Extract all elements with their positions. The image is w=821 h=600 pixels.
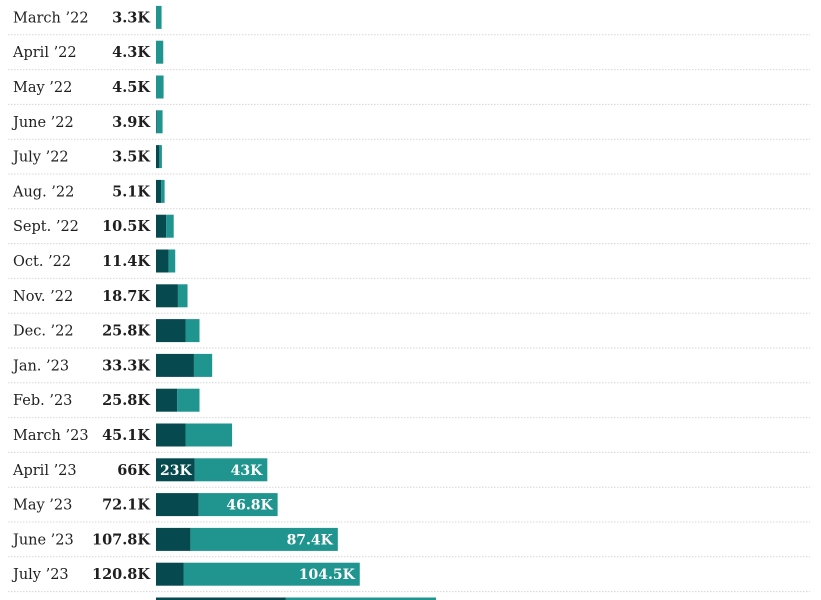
bar-segment-b xyxy=(185,423,233,447)
bar-row: March ’23 45.1K xyxy=(8,423,810,453)
bar-segment-b xyxy=(177,284,188,308)
bar-segment-a xyxy=(156,458,195,482)
bar-segment-a xyxy=(156,179,162,203)
bar-segment-b xyxy=(168,249,176,273)
bar-row: July ’23 120.8K 104.5K xyxy=(8,562,810,593)
bar-row: July ’22 3.5K xyxy=(8,145,810,175)
bar-row: Aug. ’22 5.1K xyxy=(8,179,810,210)
bar-row: May ’22 4.5K xyxy=(8,75,810,105)
bar-row: Feb. ’23 25.8K xyxy=(8,388,810,419)
total-label: 107.8K xyxy=(92,531,151,548)
bar-segment-b xyxy=(190,527,338,551)
bar-segment-b xyxy=(194,458,268,482)
segment-b-label: 104.5K xyxy=(299,567,356,583)
bar-row: April ’23 66K 23K 43K xyxy=(8,458,810,488)
segment-b-label: 87.4K xyxy=(287,532,334,548)
total-label: 11.4K xyxy=(102,253,151,270)
bar-row xyxy=(156,597,436,600)
bar-row: May ’23 72.1K 46.8K xyxy=(8,493,810,523)
bar-row: Oct. ’22 11.4K xyxy=(8,249,810,279)
total-label: 66K xyxy=(117,462,151,479)
month-label: April ’22 xyxy=(12,45,77,61)
bar-segment-b xyxy=(198,493,278,517)
bar-segment-a xyxy=(156,423,186,447)
month-label: Nov. ’22 xyxy=(13,289,73,305)
month-label: Oct. ’22 xyxy=(13,254,71,270)
month-label: April ’23 xyxy=(12,463,77,479)
bar-segment-b xyxy=(159,145,162,169)
total-label: 4.5K xyxy=(112,79,151,96)
bar-segment-a xyxy=(156,284,178,308)
bar-row: Sept. ’22 10.5K xyxy=(8,214,810,245)
bar-segment-b xyxy=(285,597,436,600)
month-label: March ’23 xyxy=(13,428,89,444)
bar-row: Dec. ’22 25.8K xyxy=(8,319,810,349)
bar-segment-b xyxy=(177,388,200,412)
segment-b-label: 43K xyxy=(231,463,263,479)
bar-segment-a xyxy=(156,110,157,134)
bar-segment-a xyxy=(156,562,184,586)
segment-a-label: 23K xyxy=(160,463,192,479)
bar-row: April ’22 4.3K xyxy=(8,40,810,71)
month-label: June ’23 xyxy=(11,532,74,548)
total-label: 4.3K xyxy=(112,44,151,61)
month-label: Jan. ’23 xyxy=(11,358,69,374)
month-label: Feb. ’23 xyxy=(13,393,72,409)
month-label: Dec. ’22 xyxy=(13,324,74,340)
total-label: 10.5K xyxy=(102,218,151,235)
bar-segment-b xyxy=(185,319,200,343)
total-label: 5.1K xyxy=(112,183,151,200)
total-label: 120.8K xyxy=(92,566,151,583)
bar-segment-b xyxy=(166,214,174,238)
bar-segment-a xyxy=(156,145,160,169)
total-label: 72.1K xyxy=(102,497,151,514)
month-label: Sept. ’22 xyxy=(13,219,79,235)
bar-segment-a xyxy=(156,388,178,412)
bar-row: Nov. ’22 18.7K xyxy=(8,284,810,314)
bar-segment-b xyxy=(156,5,162,29)
bar-segment-a xyxy=(156,249,169,273)
month-label: May ’22 xyxy=(13,80,72,96)
bar-segment-b xyxy=(161,179,165,203)
bar-row: June ’23 107.8K 87.4K xyxy=(8,527,810,558)
total-label: 3.9K xyxy=(112,114,151,131)
bar-segment-a xyxy=(156,493,199,517)
month-label: June ’22 xyxy=(11,115,74,131)
bar-segment-b xyxy=(183,562,360,586)
segment-b-label: 46.8K xyxy=(226,498,273,514)
bar-row: June ’22 3.9K xyxy=(8,110,810,140)
bar-segment-a xyxy=(156,353,194,377)
bar-segment-b xyxy=(193,353,213,377)
bar-row: March ’22 3.3K xyxy=(8,5,810,36)
month-label: July ’22 xyxy=(11,150,69,166)
bar-row: Jan. ’23 33.3K xyxy=(8,353,810,384)
bar-segment-a xyxy=(156,319,186,343)
bar-segment-a xyxy=(156,527,191,551)
bar-segment-b xyxy=(156,40,164,64)
month-label: Aug. ’22 xyxy=(12,184,74,200)
bar-segment-a xyxy=(156,214,167,238)
month-label: May ’23 xyxy=(13,498,72,514)
total-label: 25.8K xyxy=(102,392,151,409)
total-label: 33.3K xyxy=(102,357,151,374)
bar-segment-b xyxy=(156,75,164,99)
total-label: 3.3K xyxy=(112,9,151,26)
month-label: March ’22 xyxy=(13,10,89,26)
total-label: 45.1K xyxy=(102,427,151,444)
bar-segment-a xyxy=(156,597,286,600)
bar-segment-b xyxy=(156,110,163,134)
total-label: 18.7K xyxy=(102,288,151,305)
total-label: 25.8K xyxy=(102,323,151,340)
month-label: July ’23 xyxy=(11,567,69,583)
total-label: 3.5K xyxy=(112,149,151,166)
